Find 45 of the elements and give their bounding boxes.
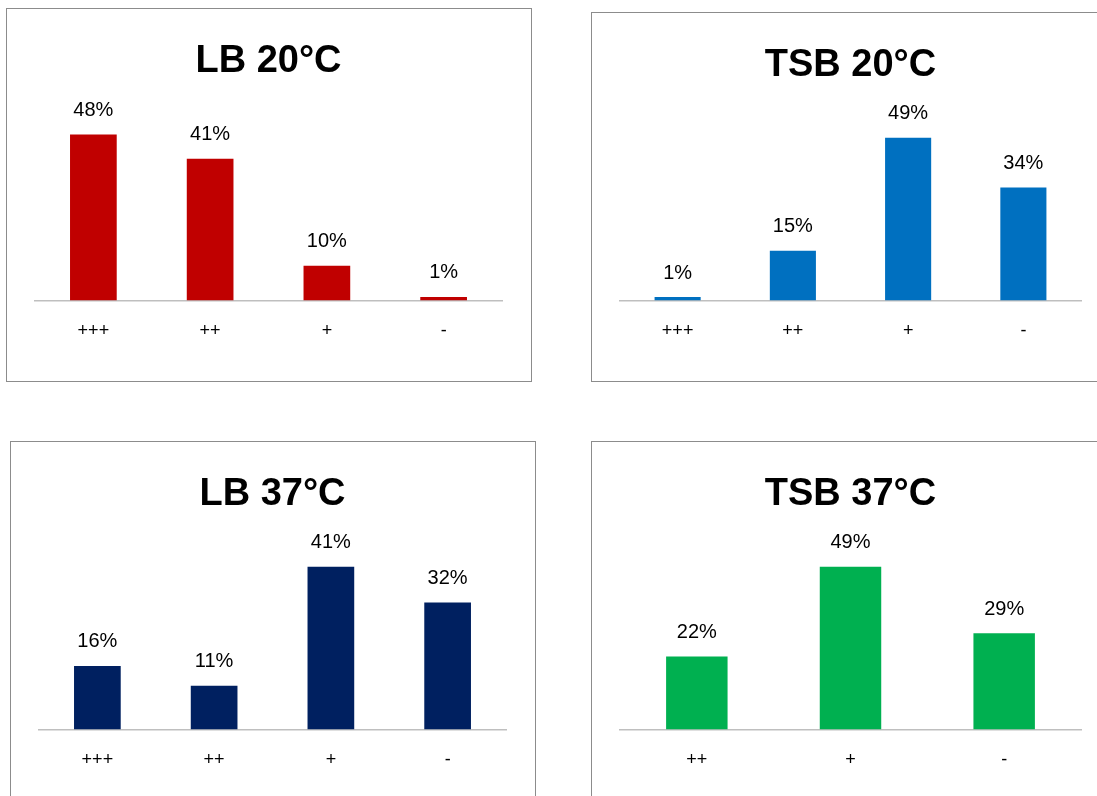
data-label: 41% [310, 530, 352, 553]
bar [190, 685, 238, 730]
bar [74, 665, 121, 730]
data-label: 22% [676, 619, 718, 642]
data-label: 49% [830, 530, 871, 553]
x-tick-label: + [321, 320, 333, 341]
data-label: 16% [77, 629, 118, 652]
x-tick-label: +++ [81, 749, 114, 770]
x-tick-label: ++ [686, 749, 708, 770]
x-tick-label: ++ [203, 749, 225, 770]
x-tick-label: - [444, 749, 451, 770]
bar [885, 137, 932, 301]
x-tick-label: + [902, 320, 914, 341]
x-tick-label: +++ [77, 320, 110, 341]
data-label: 15% [772, 214, 814, 237]
data-label: 1% [663, 260, 693, 283]
data-label: 29% [984, 596, 1025, 619]
data-label: 49% [888, 101, 929, 124]
data-label: 32% [427, 566, 468, 589]
bar [654, 297, 701, 301]
bar [1000, 187, 1047, 301]
chart-title: TSB 20°C [764, 42, 937, 85]
data-label: 1% [429, 260, 459, 283]
data-label: 34% [1003, 151, 1044, 174]
data-label: 11% [194, 649, 234, 672]
bar [424, 602, 471, 730]
data-label: 48% [73, 97, 114, 120]
x-tick-label: + [845, 749, 856, 770]
chart-title: LB 37°C [199, 471, 346, 514]
chart-title: LB 20°C [195, 38, 342, 81]
bar [307, 566, 355, 730]
x-tick-label: - [1020, 320, 1027, 341]
chart-title: TSB 37°C [764, 471, 937, 514]
bar [70, 134, 117, 301]
x-tick-label: ++ [199, 320, 221, 341]
x-tick-label: +++ [661, 320, 694, 341]
bar [303, 265, 351, 301]
bar [769, 250, 816, 301]
bar [186, 158, 234, 301]
x-tick-label: + [325, 749, 337, 770]
x-tick-label: - [440, 320, 447, 341]
x-tick-label: ++ [782, 320, 804, 341]
data-label: 41% [190, 122, 231, 145]
data-label: 10% [306, 229, 348, 252]
x-tick-label: - [1001, 749, 1008, 770]
